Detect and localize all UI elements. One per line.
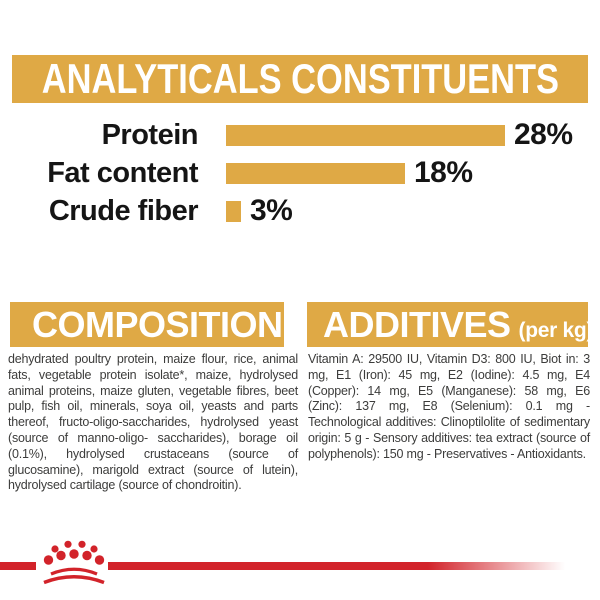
chart-bar-protein xyxy=(226,124,505,146)
composition-title: COMPOSITION xyxy=(32,304,283,345)
chart-value-crude-fiber: 3% xyxy=(250,194,293,227)
analytical-constituents-banner: ANALYTICALS CONSTITUENTS xyxy=(12,55,588,103)
chart-row-protein: Protein 28% xyxy=(0,118,600,151)
additives-title: ADDITIVES xyxy=(323,304,511,345)
royal-canin-crown-icon xyxy=(43,540,105,585)
composition-banner: COMPOSITION xyxy=(10,302,284,347)
chart-label-crude-fiber: Crude fiber xyxy=(48,194,199,227)
composition-body-text: dehydrated poultry protein, maize flour,… xyxy=(8,352,298,493)
additives-title-suffix: (per kg) xyxy=(518,319,588,342)
brand-band-right xyxy=(108,562,565,570)
chart-value-fat-content: 18% xyxy=(414,156,473,189)
analytical-constituents-title: ANALYTICALS CONSTITUENTS xyxy=(41,55,559,102)
additives-body-text: Vitamin A: 29500 IU, Vitamin D3: 800 IU,… xyxy=(308,352,590,461)
chart-row-fat-content: Fat content 18% xyxy=(0,156,600,189)
chart-value-protein: 28% xyxy=(514,118,573,151)
chart-label-protein: Protein xyxy=(101,118,199,151)
chart-row-crude-fiber: Crude fiber 3% xyxy=(0,194,600,227)
chart-bar-crude-fiber xyxy=(226,200,241,222)
brand-band-left xyxy=(0,562,36,570)
additives-banner: ADDITIVES (per kg) xyxy=(307,302,588,347)
chart-label-fat-content: Fat content xyxy=(47,156,198,189)
chart-bar-fat-content xyxy=(226,162,405,184)
